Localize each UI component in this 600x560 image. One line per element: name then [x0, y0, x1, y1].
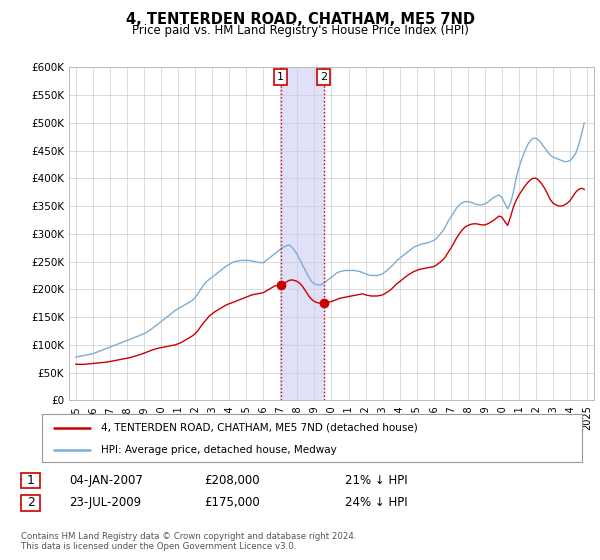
Text: 2: 2 — [320, 72, 328, 82]
Text: This data is licensed under the Open Government Licence v3.0.: This data is licensed under the Open Gov… — [21, 542, 296, 551]
Text: 21% ↓ HPI: 21% ↓ HPI — [345, 474, 407, 487]
Bar — [281, 67, 324, 400]
Text: HPI: Average price, detached house, Medway: HPI: Average price, detached house, Medw… — [101, 445, 337, 455]
Text: 1: 1 — [277, 72, 284, 82]
Text: £175,000: £175,000 — [204, 496, 260, 510]
Text: £208,000: £208,000 — [204, 474, 260, 487]
Text: 4, TENTERDEN ROAD, CHATHAM, ME5 7ND: 4, TENTERDEN ROAD, CHATHAM, ME5 7ND — [125, 12, 475, 27]
Text: Price paid vs. HM Land Registry's House Price Index (HPI): Price paid vs. HM Land Registry's House … — [131, 24, 469, 36]
Text: 23-JUL-2009: 23-JUL-2009 — [69, 496, 141, 510]
Text: 1: 1 — [26, 474, 35, 487]
Text: 4, TENTERDEN ROAD, CHATHAM, ME5 7ND (detached house): 4, TENTERDEN ROAD, CHATHAM, ME5 7ND (det… — [101, 423, 418, 433]
Text: 24% ↓ HPI: 24% ↓ HPI — [345, 496, 407, 510]
Text: 2: 2 — [26, 496, 35, 510]
Text: Contains HM Land Registry data © Crown copyright and database right 2024.: Contains HM Land Registry data © Crown c… — [21, 532, 356, 541]
Text: 04-JAN-2007: 04-JAN-2007 — [69, 474, 143, 487]
